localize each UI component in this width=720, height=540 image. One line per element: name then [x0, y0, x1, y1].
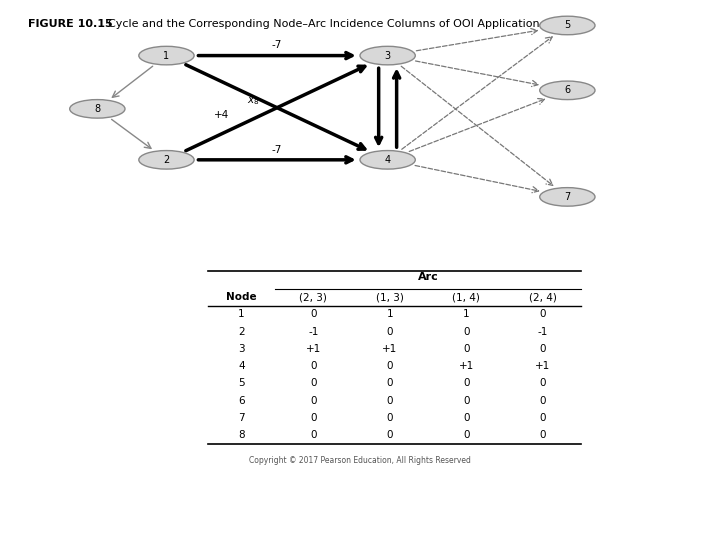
Text: ALWAYS LEARNING: ALWAYS LEARNING — [27, 473, 130, 483]
Text: 0: 0 — [463, 396, 469, 406]
Text: 2: 2 — [163, 155, 170, 165]
Text: -7: -7 — [272, 145, 282, 155]
Circle shape — [540, 187, 595, 206]
Text: 0: 0 — [310, 430, 317, 440]
Text: 8: 8 — [94, 104, 100, 114]
Text: 0: 0 — [463, 413, 469, 423]
Text: 0: 0 — [310, 379, 317, 388]
Text: 3: 3 — [238, 344, 245, 354]
Text: Node: Node — [226, 292, 257, 302]
Text: 0: 0 — [540, 430, 546, 440]
Text: 0: 0 — [310, 361, 317, 371]
Text: -7: -7 — [272, 40, 282, 50]
Text: 7: 7 — [238, 413, 245, 423]
Text: +1: +1 — [382, 344, 397, 354]
Text: 0: 0 — [540, 309, 546, 320]
Text: +4: +4 — [214, 110, 230, 120]
Text: (2, 4): (2, 4) — [529, 292, 557, 302]
Text: 0: 0 — [387, 361, 393, 371]
Text: 0: 0 — [463, 379, 469, 388]
Text: 0: 0 — [387, 396, 393, 406]
Text: 0: 0 — [387, 430, 393, 440]
Text: 0: 0 — [310, 413, 317, 423]
Text: 0: 0 — [540, 413, 546, 423]
Text: 1: 1 — [463, 309, 469, 320]
Text: 0: 0 — [463, 344, 469, 354]
Text: 3: 3 — [384, 51, 391, 60]
Text: 5: 5 — [238, 379, 245, 388]
Circle shape — [70, 99, 125, 118]
Text: PEARSON: PEARSON — [661, 471, 720, 485]
Text: +1: +1 — [306, 344, 321, 354]
Text: 8: 8 — [238, 430, 245, 440]
Text: -1: -1 — [308, 327, 318, 336]
Text: Arc: Arc — [418, 272, 438, 282]
Text: 0: 0 — [540, 379, 546, 388]
Text: 0: 0 — [540, 396, 546, 406]
Text: 0: 0 — [463, 327, 469, 336]
Text: Copyright © 2017, 1998 by Pearson Education, Inc.
All Rights Reserved: Copyright © 2017, 1998 by Pearson Educat… — [443, 468, 649, 489]
Text: 6: 6 — [564, 85, 570, 96]
Text: 1: 1 — [238, 309, 245, 320]
Text: 0: 0 — [463, 430, 469, 440]
Circle shape — [139, 151, 194, 169]
Text: -1: -1 — [538, 327, 548, 336]
Circle shape — [540, 81, 595, 99]
Circle shape — [360, 46, 415, 65]
Text: 5: 5 — [564, 21, 570, 30]
Text: FIGURE 10.15: FIGURE 10.15 — [28, 18, 113, 29]
Text: 0: 0 — [387, 327, 393, 336]
Text: 7: 7 — [564, 192, 570, 202]
Text: Optimization in Operations Research , 2e
Ronald L. Rardin: Optimization in Operations Research , 2e… — [153, 468, 317, 489]
Text: Copyright © 2017 Pearson Education, All Rights Reserved: Copyright © 2017 Pearson Education, All … — [249, 456, 471, 464]
Text: 0: 0 — [387, 379, 393, 388]
Text: $x_8$: $x_8$ — [246, 95, 259, 107]
Text: 4: 4 — [384, 155, 391, 165]
Text: 4: 4 — [238, 361, 245, 371]
Text: Cycle and the Corresponding Node–Arc Incidence Columns of OOI Application: Cycle and the Corresponding Node–Arc Inc… — [108, 18, 539, 29]
Circle shape — [540, 16, 595, 35]
Text: 6: 6 — [238, 396, 245, 406]
Text: 0: 0 — [310, 309, 317, 320]
Text: (1, 3): (1, 3) — [376, 292, 404, 302]
Text: +1: +1 — [459, 361, 474, 371]
Text: 0: 0 — [387, 413, 393, 423]
Text: +1: +1 — [535, 361, 551, 371]
Text: 0: 0 — [540, 344, 546, 354]
Text: 2: 2 — [238, 327, 245, 336]
Text: 0: 0 — [310, 396, 317, 406]
Text: (2, 3): (2, 3) — [300, 292, 328, 302]
Circle shape — [139, 46, 194, 65]
Text: (1, 4): (1, 4) — [452, 292, 480, 302]
Text: 1: 1 — [163, 51, 169, 60]
Circle shape — [360, 151, 415, 169]
Text: 1: 1 — [387, 309, 393, 320]
